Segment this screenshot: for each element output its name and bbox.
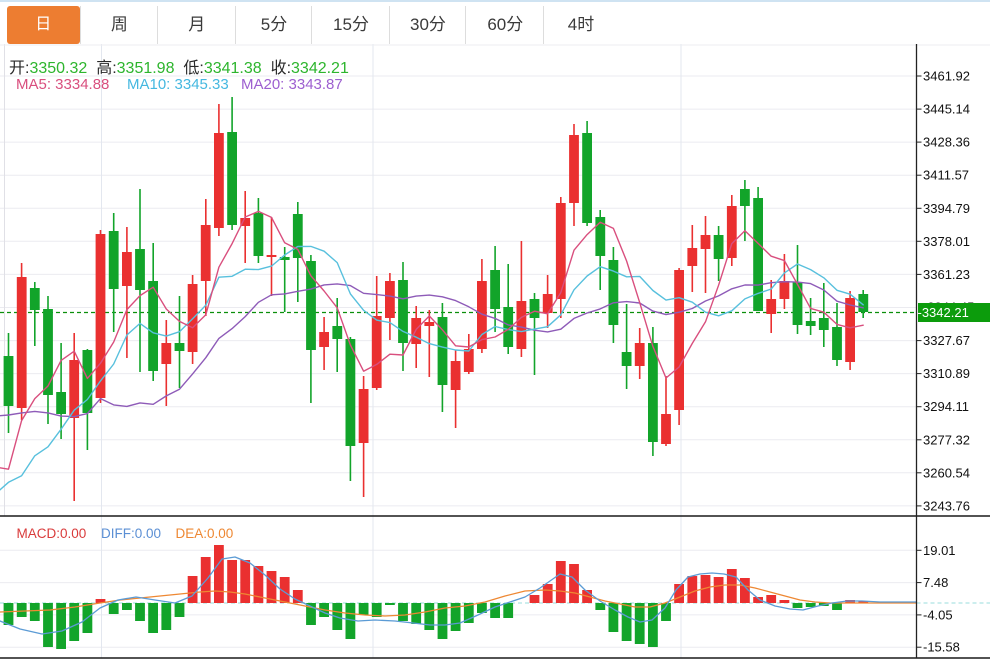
- svg-text:3243.76: 3243.76: [923, 498, 970, 513]
- svg-text:3428.36: 3428.36: [923, 135, 970, 150]
- svg-text:3394.79: 3394.79: [923, 201, 970, 216]
- svg-text:3310.89: 3310.89: [923, 366, 970, 381]
- svg-text:3260.54: 3260.54: [923, 465, 970, 480]
- svg-text:-4.05: -4.05: [923, 607, 953, 622]
- svg-text:3327.67: 3327.67: [923, 333, 970, 348]
- svg-text:3445.14: 3445.14: [923, 102, 970, 117]
- svg-text:7.48: 7.48: [923, 575, 948, 590]
- svg-text:3277.32: 3277.32: [923, 432, 970, 447]
- svg-text:-15.58: -15.58: [923, 640, 960, 655]
- svg-text:3411.57: 3411.57: [923, 168, 969, 183]
- svg-text:19.01: 19.01: [923, 543, 956, 558]
- svg-text:3361.23: 3361.23: [923, 267, 970, 282]
- svg-text:3378.01: 3378.01: [923, 234, 970, 249]
- svg-text:3461.92: 3461.92: [923, 69, 970, 84]
- svg-text:3294.11: 3294.11: [923, 399, 969, 414]
